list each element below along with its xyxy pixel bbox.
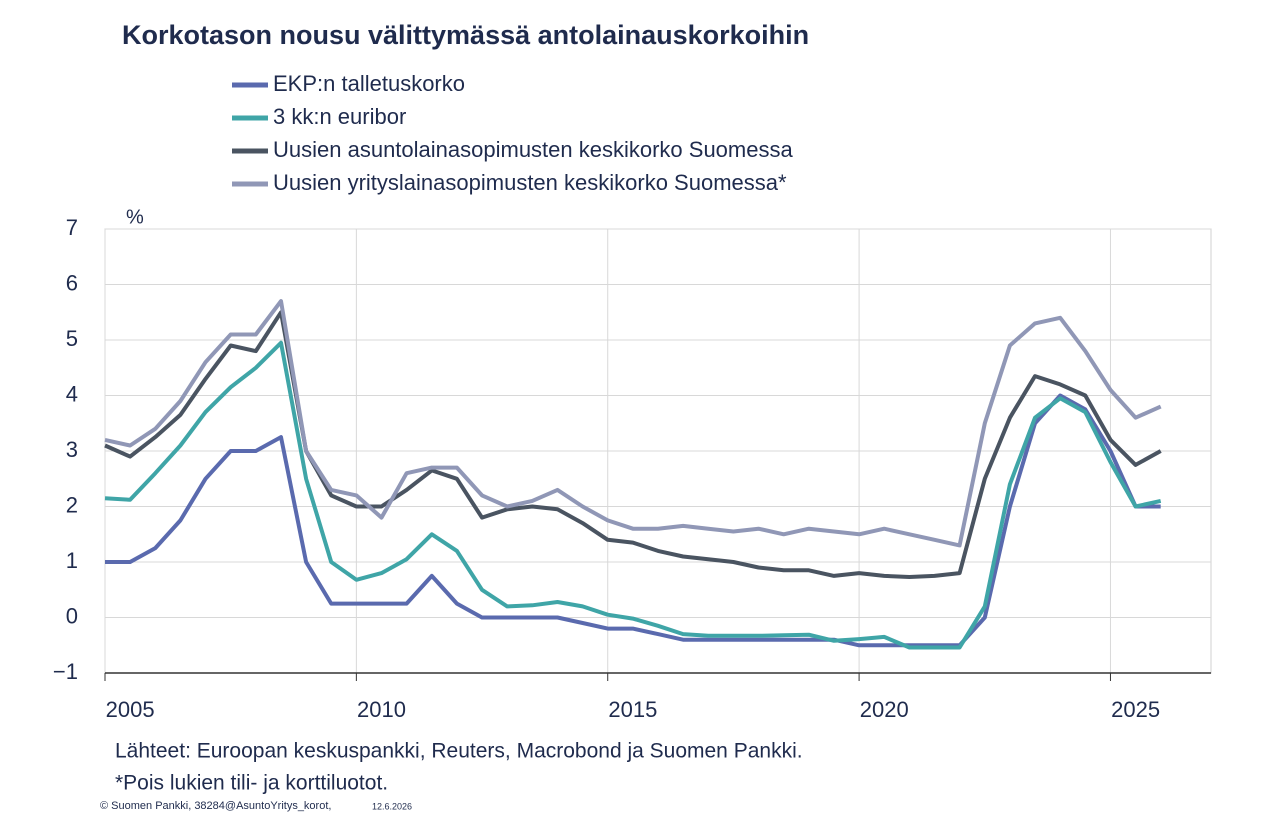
legend-label: EKP:n talletuskorko — [273, 71, 465, 96]
x-tick-label: 2025 — [1111, 697, 1160, 722]
date: 12.6.2026 — [372, 801, 412, 811]
note: *Pois lukien tili- ja korttiluotot. — [115, 772, 388, 795]
x-tick-label: 2015 — [608, 697, 657, 722]
series-line — [104, 340, 1162, 650]
x-tick-label: 2005 — [106, 697, 155, 722]
credit: © Suomen Pankki, 38284@AsuntoYritys_koro… — [100, 800, 331, 812]
y-tick-label: 0 — [66, 603, 78, 628]
series-line — [104, 299, 1162, 548]
legend-label: Uusien asuntolainasopimusten keskikorko … — [273, 137, 793, 162]
y-tick-label: 7 — [66, 215, 78, 240]
y-unit: % — [126, 206, 144, 228]
y-tick-label: 4 — [66, 381, 78, 406]
x-tick-label: 2020 — [860, 697, 909, 722]
series-line — [105, 393, 1161, 648]
x-tick-label: 2010 — [357, 697, 406, 722]
y-tick-label: 1 — [66, 548, 78, 573]
y-tick-label: 6 — [66, 270, 78, 295]
y-tick-label: 3 — [66, 437, 78, 462]
legend-label: Uusien yrityslainasopimusten keskikorko … — [273, 170, 787, 195]
y-tick-label: −1 — [53, 659, 78, 684]
y-tick-label: 2 — [66, 492, 78, 517]
chart-title: Korkotason nousu välittymässä antolainau… — [122, 20, 809, 50]
source: Lähteet: Euroopan keskuspankki, Reuters,… — [115, 740, 803, 763]
legend-label: 3 kk:n euribor — [273, 104, 406, 129]
y-tick-label: 5 — [66, 326, 78, 351]
